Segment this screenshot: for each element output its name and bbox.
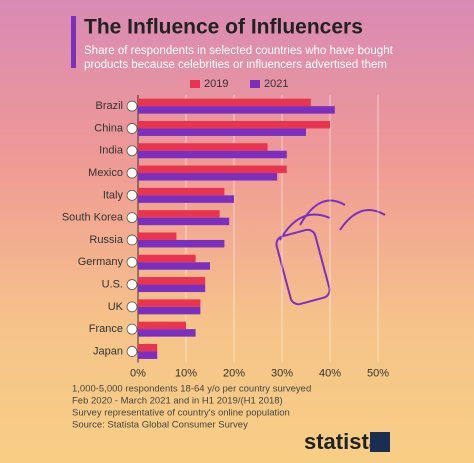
chart-title: The Influence of Influencers bbox=[84, 16, 363, 39]
y-tick-label: Mexico bbox=[88, 167, 123, 179]
bar bbox=[138, 195, 234, 203]
flag-icon bbox=[126, 234, 138, 246]
x-tick-label: 20% bbox=[223, 368, 245, 380]
bar bbox=[138, 187, 225, 196]
y-tick-label: Germany bbox=[78, 256, 124, 268]
bar bbox=[138, 343, 158, 352]
y-tick-label: China bbox=[94, 122, 124, 134]
bar bbox=[138, 329, 196, 337]
bar bbox=[138, 254, 196, 263]
footnote: Feb 2020 - March 2021 and in H1 2019/(H1… bbox=[72, 396, 283, 407]
y-tick-label: India bbox=[99, 145, 124, 157]
flag-icon bbox=[126, 100, 138, 112]
y-tick-label: U.S. bbox=[102, 278, 123, 290]
legend-label: 2019 bbox=[204, 78, 228, 90]
bar bbox=[138, 306, 201, 315]
bar bbox=[138, 210, 220, 218]
legend-swatch bbox=[190, 80, 200, 88]
bar bbox=[138, 173, 278, 181]
x-tick-label: 30% bbox=[271, 368, 293, 380]
bar bbox=[138, 128, 306, 136]
x-tick-label: 10% bbox=[175, 368, 197, 380]
y-tick-label: Japan bbox=[93, 345, 123, 357]
flag-icon bbox=[126, 323, 138, 335]
x-tick-label: 0% bbox=[130, 368, 146, 380]
bar bbox=[138, 150, 287, 159]
flag-icon bbox=[126, 301, 138, 313]
bar bbox=[138, 98, 311, 107]
flag-icon bbox=[126, 212, 138, 224]
y-tick-label: France bbox=[89, 323, 123, 335]
bar bbox=[138, 277, 206, 285]
brand: statista bbox=[304, 429, 382, 454]
bar bbox=[138, 284, 206, 293]
legend-label: 2021 bbox=[264, 78, 288, 90]
brand-icon bbox=[370, 432, 390, 452]
bar bbox=[138, 165, 287, 174]
illustration bbox=[275, 199, 386, 306]
footnote: Source: Statista Global Consumer Survey bbox=[72, 420, 248, 431]
y-tick-label: Italy bbox=[103, 189, 124, 201]
footnote: 1,000-5,000 respondents 18-64 y/o per co… bbox=[72, 384, 311, 395]
y-tick-label: Brazil bbox=[95, 100, 123, 112]
flag-icon bbox=[126, 123, 138, 134]
flag-icon bbox=[126, 145, 138, 157]
y-tick-label: UK bbox=[108, 301, 124, 313]
bar bbox=[138, 299, 201, 307]
x-tick-label: 40% bbox=[319, 368, 341, 380]
y-tick-label: Russia bbox=[89, 234, 124, 246]
accent-bar bbox=[71, 16, 76, 68]
flag-icon bbox=[126, 167, 138, 179]
bar bbox=[138, 351, 158, 359]
bar bbox=[138, 120, 330, 129]
subtitle: products because celebrities or influenc… bbox=[84, 59, 387, 71]
bar bbox=[138, 143, 268, 151]
bar bbox=[138, 232, 177, 240]
bar bbox=[138, 262, 210, 270]
flag-icon bbox=[126, 189, 138, 201]
x-tick-label: 50% bbox=[367, 368, 389, 380]
flag-icon bbox=[126, 256, 138, 268]
flag-icon bbox=[126, 346, 138, 357]
subtitle: Share of respondents in selected countri… bbox=[84, 45, 394, 57]
bar bbox=[138, 217, 230, 226]
flag-icon bbox=[126, 279, 138, 290]
bar bbox=[138, 239, 225, 248]
legend-swatch bbox=[250, 80, 260, 88]
bar bbox=[138, 106, 335, 114]
y-tick-label: South Korea bbox=[62, 212, 124, 224]
bar bbox=[138, 321, 186, 330]
footnote: Survey representative of country's onlin… bbox=[72, 408, 290, 419]
